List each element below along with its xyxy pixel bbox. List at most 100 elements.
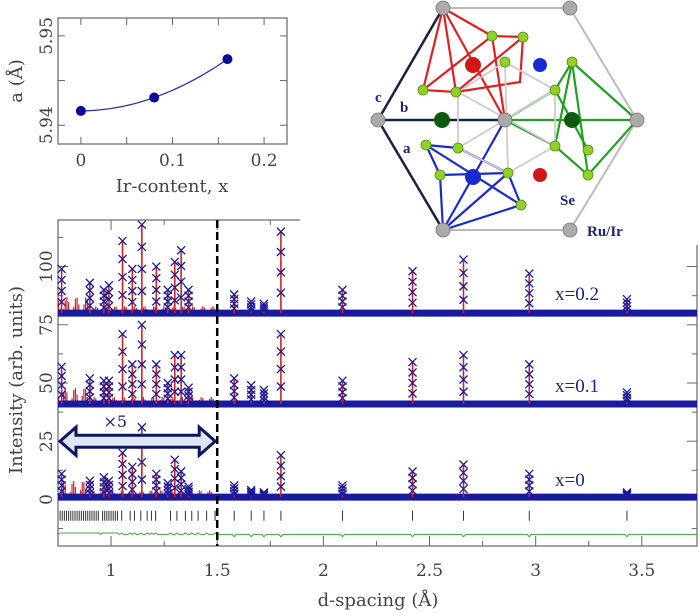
observed-point — [85, 480, 95, 490]
main-x-tick-label: 1 — [106, 561, 117, 581]
observed-point — [259, 490, 269, 500]
observed-point — [524, 269, 534, 279]
main-y-tick-label: 75 — [37, 314, 57, 336]
inset-data-point — [222, 54, 233, 65]
observed-point — [127, 469, 137, 479]
observed-point — [459, 350, 468, 360]
observed-point — [118, 481, 127, 491]
inset-x-tick-label: 0.2 — [251, 151, 278, 171]
observed-point — [104, 476, 114, 486]
observed-point — [104, 480, 114, 490]
inset-frame — [57, 17, 288, 145]
observed-point — [163, 478, 173, 488]
observed-point — [408, 357, 417, 367]
observed-point — [104, 376, 114, 386]
scale-arrow — [57, 423, 218, 459]
observed-point — [622, 301, 632, 311]
observed-point — [104, 280, 114, 290]
observed-point — [276, 267, 286, 277]
observed-point — [176, 467, 186, 476]
observed-point — [170, 295, 180, 305]
observed-point — [524, 278, 534, 288]
observed-point — [118, 459, 127, 469]
observed-point — [85, 488, 95, 498]
observed-point — [259, 385, 269, 395]
observed-point — [127, 477, 137, 487]
series-label-x0: x=0 — [555, 470, 585, 491]
observed-point — [127, 462, 137, 472]
observed-point — [408, 473, 417, 483]
pattern-x=0.1 — [57, 320, 697, 408]
inset-x-tick-label: 0 — [75, 151, 86, 171]
observed-point — [338, 480, 347, 490]
observed-point — [118, 254, 127, 264]
observed-point — [259, 299, 269, 309]
observed-point — [259, 392, 269, 402]
observed-point — [118, 290, 127, 300]
axis-label-b: b — [400, 100, 408, 116]
observed-point — [137, 264, 147, 274]
inset-fit-curve — [80, 58, 228, 112]
observed-point — [276, 364, 286, 374]
observed-point — [184, 387, 194, 397]
observed-point — [524, 359, 534, 369]
observed-point — [118, 364, 127, 374]
difference-curve — [57, 532, 697, 538]
inset-y-tick-label: 5.94 — [37, 106, 57, 144]
observed-point — [176, 261, 186, 271]
observed-point — [246, 297, 256, 306]
observed-point — [85, 285, 95, 295]
observed-point — [622, 305, 632, 315]
observed-point — [57, 264, 67, 274]
observed-point — [176, 245, 186, 255]
observed-point — [524, 288, 534, 298]
observed-point — [99, 472, 109, 482]
observed-point — [118, 470, 127, 480]
observed-point — [104, 484, 114, 494]
observed-point — [118, 347, 127, 357]
observed-point — [151, 297, 161, 306]
observed-point — [259, 487, 269, 497]
observed-point — [57, 362, 67, 372]
observed-point — [622, 489, 632, 499]
observed-point — [259, 491, 269, 501]
observed-point — [137, 422, 147, 432]
observed-point — [85, 278, 95, 288]
observed-point — [57, 371, 67, 381]
observed-point — [229, 373, 239, 383]
observed-point — [85, 373, 95, 383]
observed-point — [118, 329, 127, 339]
observed-point — [151, 359, 161, 369]
observed-point — [137, 359, 147, 369]
observed-point — [118, 272, 127, 282]
observed-point — [127, 297, 137, 307]
se-atoms — [417, 30, 594, 211]
observed-point — [276, 471, 286, 481]
observed-point — [246, 485, 256, 495]
atom-label-ru-ir: Ru/Ir — [587, 224, 623, 240]
observed-point — [276, 247, 286, 257]
main-y-tick-label: 25 — [37, 430, 57, 452]
observed-point — [229, 483, 239, 493]
observed-point — [57, 390, 67, 400]
observed-point — [622, 294, 632, 304]
observed-point — [176, 387, 186, 397]
observed-point — [170, 483, 180, 493]
observed-point — [176, 473, 186, 483]
observed-point — [229, 290, 239, 299]
observed-point — [151, 273, 161, 283]
observed-point — [259, 389, 269, 398]
observed-point — [276, 461, 286, 471]
scale-annotation-label: ×5 — [104, 412, 128, 431]
main-y-tick-label: 100 — [37, 250, 57, 282]
observed-point — [170, 350, 180, 360]
observed-point — [57, 469, 67, 479]
observed-point — [622, 491, 632, 501]
observed-point — [57, 275, 67, 285]
observed-point — [408, 266, 417, 276]
observed-point — [104, 294, 114, 304]
observed-point — [524, 469, 534, 479]
observed-point — [163, 485, 173, 495]
observed-point — [85, 484, 95, 494]
inset-lattice-parameter-plot: 0 0.1 0.2 5.94 5.95 Ir-content, x a (Å) — [5, 17, 288, 197]
